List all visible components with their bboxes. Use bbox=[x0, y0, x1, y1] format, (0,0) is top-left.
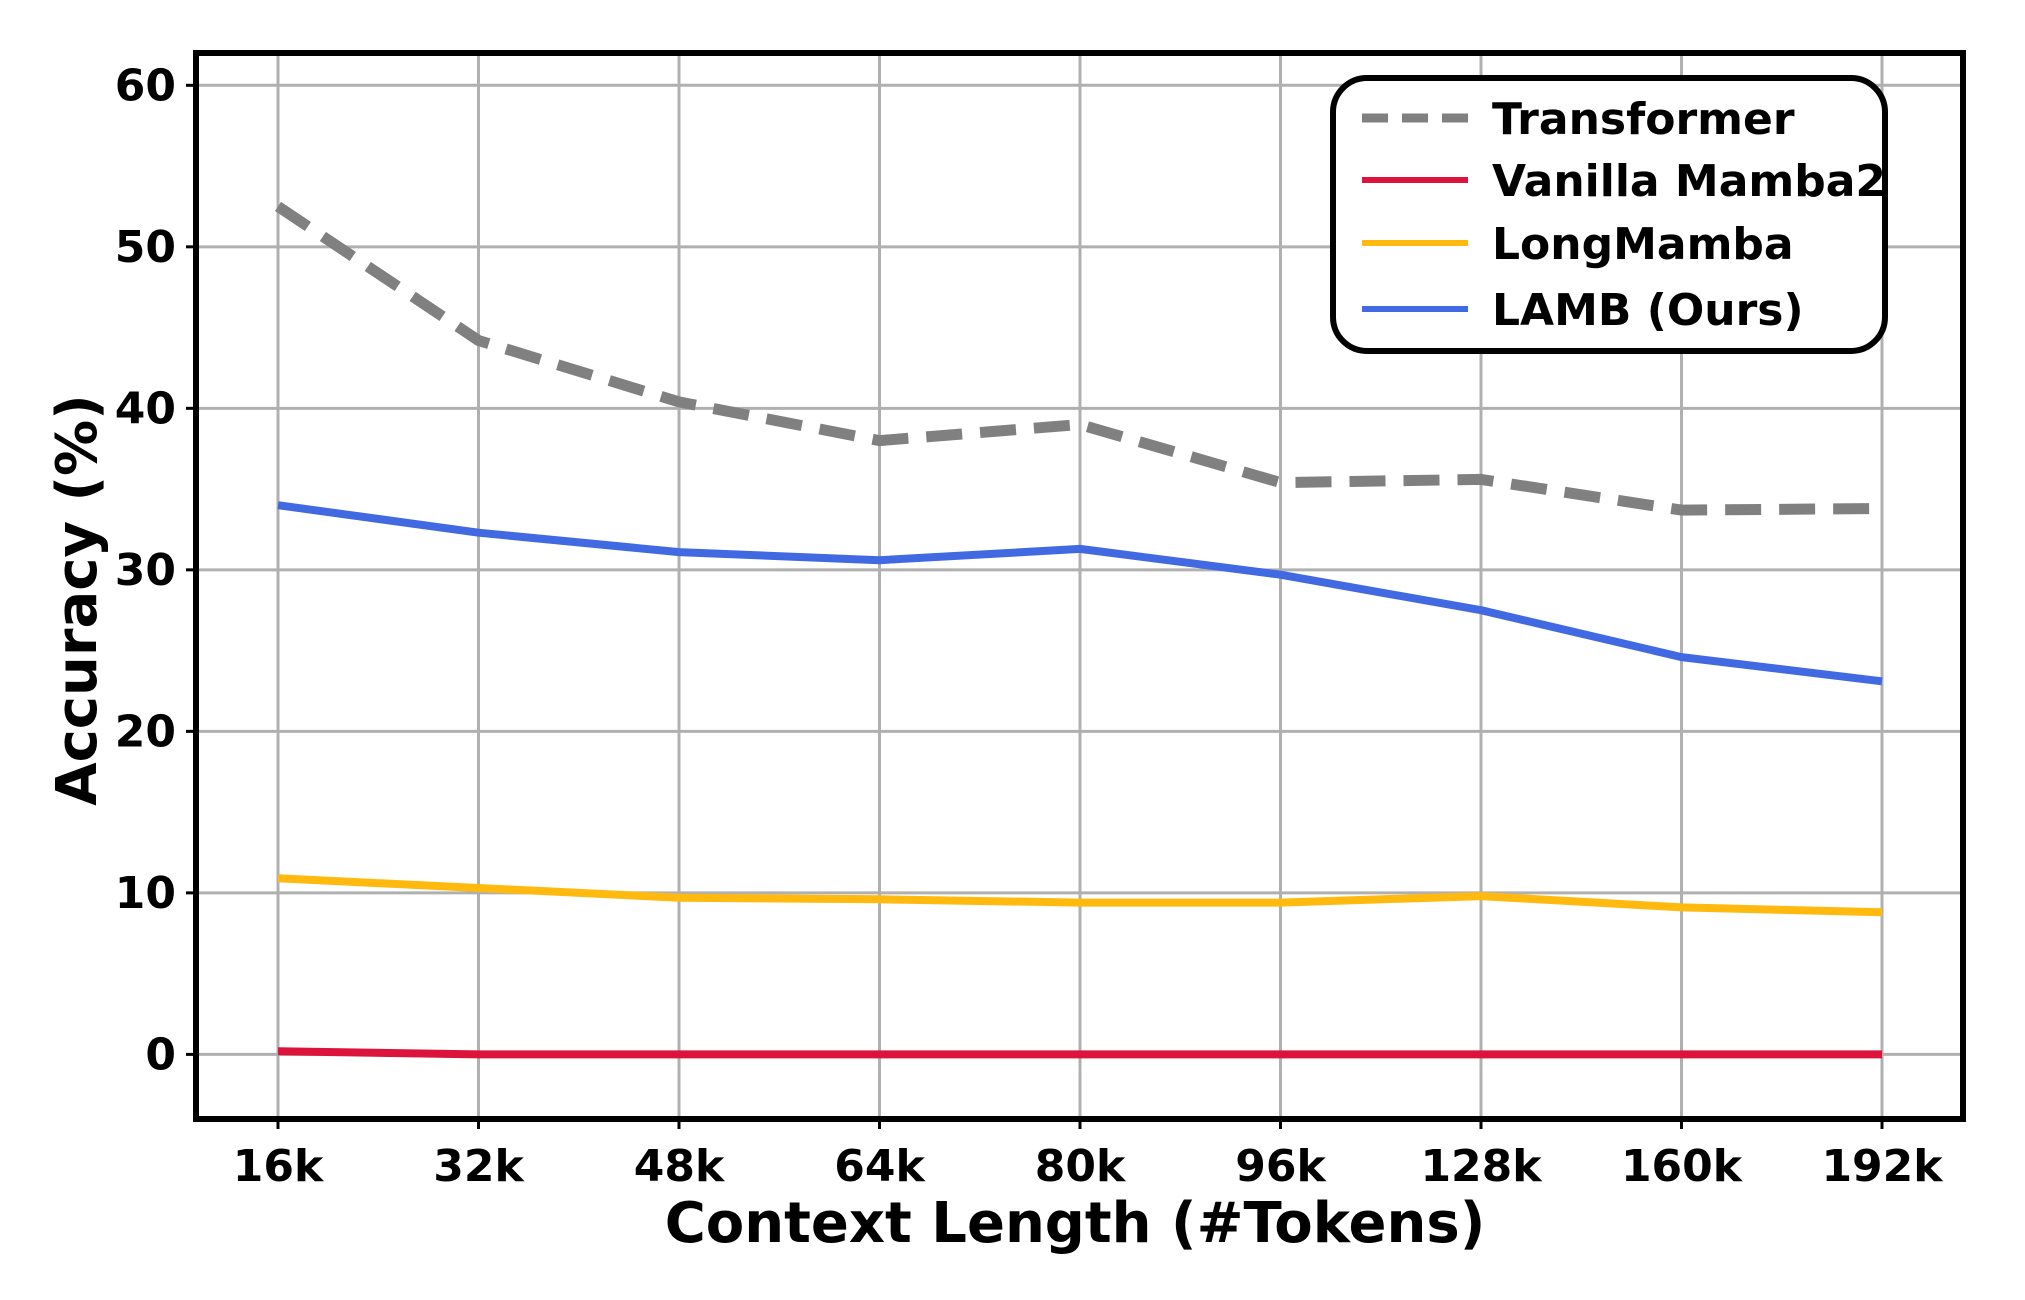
x-tick-label: 64k bbox=[834, 1141, 926, 1192]
y-tick-label: 30 bbox=[115, 545, 176, 596]
legend-box bbox=[1330, 75, 1888, 354]
y-tick-label: 10 bbox=[115, 868, 176, 919]
x-tick-label: 160k bbox=[1621, 1141, 1744, 1192]
x-tick-label: 32k bbox=[433, 1141, 525, 1192]
y-tick-label: 20 bbox=[115, 706, 176, 757]
y-tick-label: 0 bbox=[145, 1029, 176, 1080]
legend-label: LAMB (Ours) bbox=[1492, 285, 1804, 336]
x-tick-label: 192k bbox=[1821, 1141, 1944, 1192]
y-tick-labels: 0 10 20 30 40 50 60 bbox=[115, 60, 196, 1080]
x-tick-label: 48k bbox=[634, 1141, 726, 1192]
series-lines bbox=[274, 201, 1883, 1059]
x-tick-label: 80k bbox=[1035, 1141, 1127, 1192]
legend-label: Transformer bbox=[1492, 94, 1795, 145]
x-tick-labels: 16k 32k 48k 64k 80k 96k 128k 160k 192k bbox=[233, 1119, 1944, 1192]
x-tick-label: 128k bbox=[1420, 1141, 1543, 1192]
series-line-longmamba bbox=[277, 874, 1883, 917]
legend-label: Vanilla Mamba2 bbox=[1492, 156, 1886, 207]
legend-label: LongMamba bbox=[1492, 219, 1794, 270]
y-tick-label: 40 bbox=[115, 383, 176, 434]
series-line-vanilla-mamba2 bbox=[277, 1047, 1882, 1059]
x-tick-label: 16k bbox=[233, 1141, 325, 1192]
legend: Transformer Vanilla Mamba2 LongMamba LAMB (… bbox=[1330, 75, 1888, 354]
y-tick-label: 50 bbox=[115, 222, 176, 273]
y-tick-label: 60 bbox=[115, 60, 176, 111]
series-line-lamb-ours bbox=[277, 501, 1883, 686]
x-axis-title: Context Length (#Tokens) bbox=[665, 1191, 1486, 1256]
y-axis-title: Accuracy (%) bbox=[45, 394, 110, 806]
x-tick-label: 96k bbox=[1235, 1141, 1327, 1192]
